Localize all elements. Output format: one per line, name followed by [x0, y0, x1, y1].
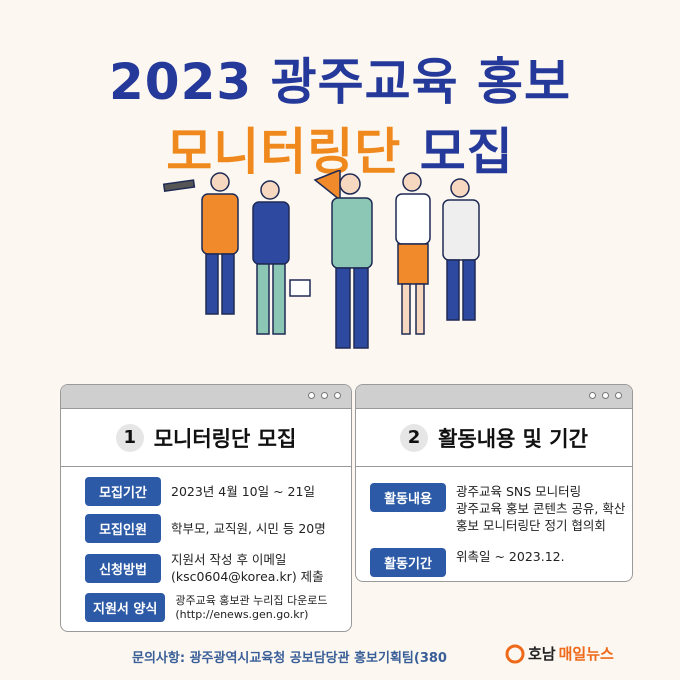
- title-blue: 모집: [419, 123, 514, 181]
- value-line: 홍보 모니터링단 정기 협의회: [456, 518, 606, 533]
- dot-icon: [321, 392, 328, 399]
- dot-icon: [334, 392, 341, 399]
- label-pill: 활동내용: [370, 483, 446, 512]
- card-title: 활동내용 및 기간: [438, 426, 588, 451]
- row-value: 2023년 4월 10일 ~ 21일: [171, 483, 315, 500]
- info-row: 모집기간 2023년 4월 10일 ~ 21일: [85, 477, 351, 506]
- title-line-2: 모니터링단 모집: [0, 112, 680, 184]
- number-badge: 2: [400, 423, 429, 452]
- info-row: 신청방법 지원서 작성 후 이메일 (ksc0604@korea.kr) 제출: [85, 551, 351, 585]
- row-value: 광주교육 홍보관 누리집 다운로드 (http://enews.gen.go.kr…: [175, 594, 327, 622]
- card-title: 모니터링단 모집: [153, 426, 297, 451]
- row-value: 학부모, 교직원, 시민 등 20명: [171, 520, 326, 537]
- label-pill: 신청방법: [85, 553, 161, 583]
- label-pill: 모집기간: [85, 477, 161, 506]
- value-line: (ksc0604@korea.kr) 제출: [171, 569, 324, 584]
- contact-info: 문의사항: 광주광역시교육청 공보담당관 홍보기획팀(380: [132, 651, 447, 666]
- dot-icon: [615, 392, 622, 399]
- info-row: 활동기간 위촉일 ~ 2023.12.: [370, 548, 632, 577]
- dot-icon: [602, 392, 609, 399]
- number-badge: 1: [115, 423, 144, 452]
- value-line: 광주교육 홍보 콘텐츠 공유, 확산: [456, 501, 626, 516]
- logo-icon: [505, 644, 525, 663]
- info-row: 지원서 양식 광주교육 홍보관 누리집 다운로드 (http://enews.gen…: [85, 593, 351, 622]
- row-value: 지원서 작성 후 이메일 (ksc0604@korea.kr) 제출: [171, 551, 324, 585]
- value-line: 2023년 4월 10일 ~ 21일: [171, 484, 315, 499]
- dot-icon: [308, 392, 315, 399]
- value-line: 위촉일 ~ 2023.12.: [456, 549, 565, 564]
- value-line: 지원서 작성 후 이메일: [171, 552, 287, 567]
- value-line: (http://enews.gen.go.kr): [175, 607, 309, 621]
- window-bar: [356, 385, 632, 409]
- value-line: 학부모, 교직원, 시민 등 20명: [171, 521, 326, 536]
- label-pill: 지원서 양식: [85, 593, 166, 622]
- label-pill: 활동기간: [370, 548, 446, 577]
- row-value: 위촉일 ~ 2023.12.: [456, 548, 565, 565]
- watermark-logo: 호남 매일뉴스: [505, 643, 614, 664]
- value-line: 광주교육 홍보관 누리집 다운로드: [175, 593, 328, 607]
- title-orange: 모니터링단: [166, 123, 402, 181]
- window-bar: [61, 385, 351, 409]
- info-row: 모집인원 학부모, 교직원, 시민 등 20명: [85, 514, 351, 543]
- dot-icon: [589, 392, 596, 399]
- value-line: 광주교육 SNS 모니터링: [456, 484, 582, 499]
- label-pill: 모집인원: [85, 514, 161, 543]
- people-illustration: [162, 170, 480, 349]
- title-line-1: 2023 광주교육 홍보: [109, 53, 571, 111]
